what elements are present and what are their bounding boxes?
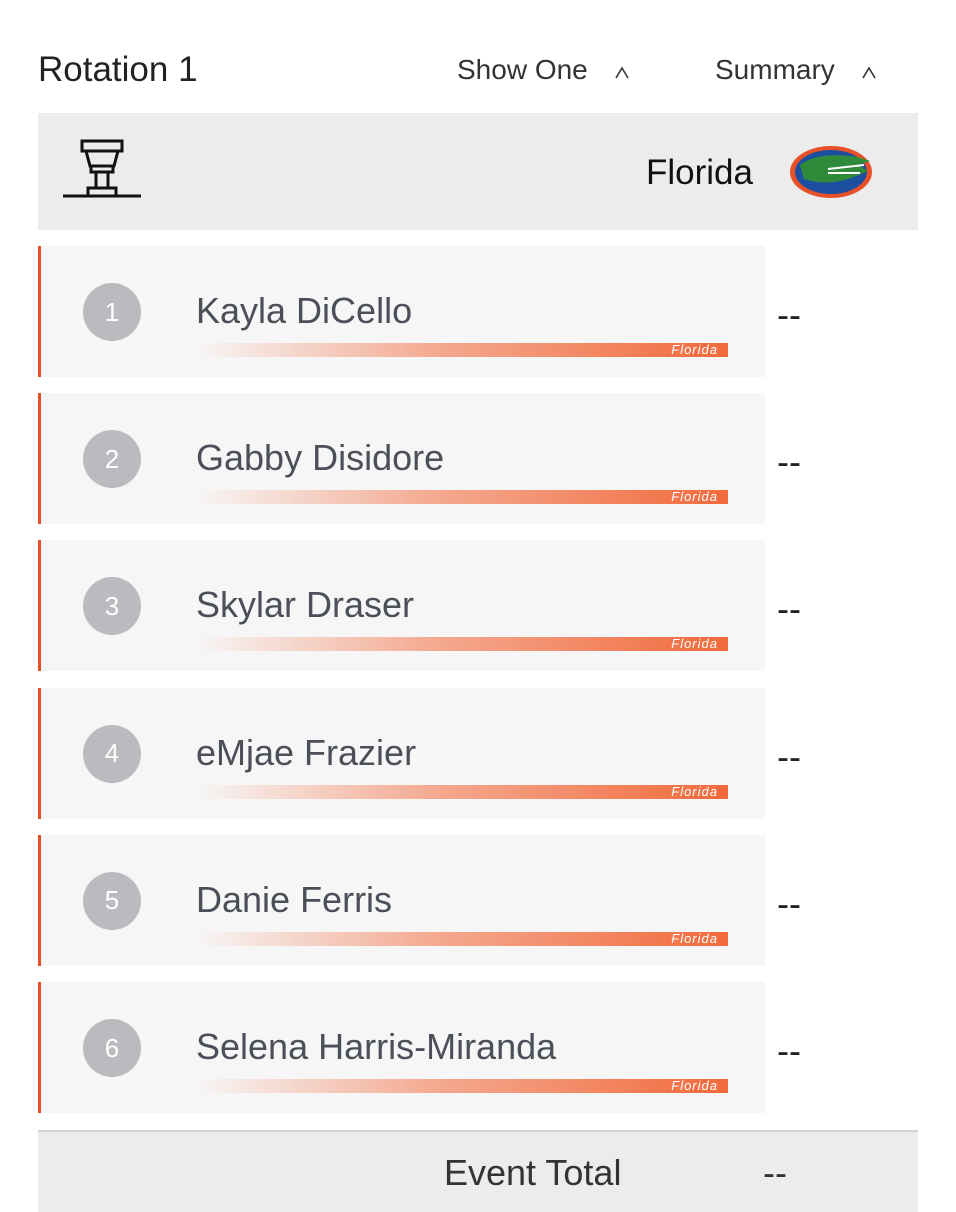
athlete-card (38, 834, 765, 966)
team-label: Florida (671, 930, 718, 946)
team-bar: Florida (196, 930, 728, 946)
order-badge: 2 (83, 430, 141, 489)
athlete-score: -- (777, 294, 801, 335)
team-bar: Florida (196, 489, 728, 505)
team-label: Florida (671, 636, 718, 652)
athlete-name: Gabby Disidore (196, 437, 445, 479)
team-label: Florida (671, 342, 718, 357)
team-label: Florida (671, 1078, 718, 1093)
event-total-bar (38, 1130, 918, 1212)
athlete-name: Selena Harris-Miranda (196, 1026, 557, 1067)
event-total-label: Event Total (444, 1152, 622, 1193)
athlete-score: -- (777, 1030, 801, 1071)
event-total-score: -- (763, 1152, 787, 1193)
team-bar: Florida (196, 636, 728, 652)
order-badge: 1 (83, 283, 141, 341)
team-header (38, 113, 918, 230)
athlete-name: eMjae Frazier (196, 731, 417, 773)
athlete-score: -- (777, 588, 801, 630)
athlete-name: Skylar Draser (196, 584, 415, 626)
order-badge: 4 (83, 724, 141, 783)
team-bar: Florida (196, 783, 728, 799)
team-label: Florida (671, 489, 718, 505)
team-bar: Florida (196, 1078, 728, 1093)
rotation-title: Rotation 1 (38, 50, 198, 89)
show-one-tab[interactable]: Show One (457, 54, 588, 85)
team-name: Florida (646, 153, 753, 192)
order-badge: 6 (83, 1019, 141, 1077)
chevron-icon[interactable] (614, 66, 630, 80)
order-badge: 5 (83, 871, 141, 930)
beam-icon (63, 139, 141, 198)
summary-tab[interactable]: Summary (715, 54, 835, 85)
athlete-name: Kayla DiCello (196, 290, 413, 331)
order-badge: 3 (83, 577, 141, 636)
chevron-icon[interactable] (861, 66, 877, 80)
athlete-score: -- (777, 735, 801, 777)
athlete-score: -- (777, 441, 801, 483)
athlete-name: Danie Ferris (196, 878, 393, 920)
team-label: Florida (671, 783, 718, 799)
team-bar: Florida (196, 342, 728, 357)
team-logo (790, 146, 872, 198)
athlete-score: -- (777, 882, 801, 924)
